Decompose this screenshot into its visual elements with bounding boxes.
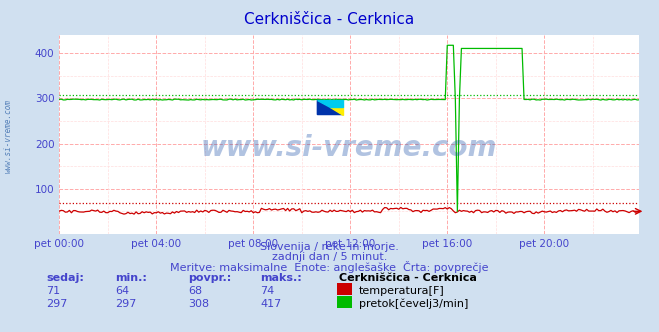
Text: maks.:: maks.: xyxy=(260,273,302,283)
Text: 417: 417 xyxy=(260,299,281,309)
Text: 71: 71 xyxy=(46,286,60,296)
Text: povpr.:: povpr.: xyxy=(188,273,231,283)
Text: pretok[čevelj3/min]: pretok[čevelj3/min] xyxy=(359,298,469,309)
Text: Slovenija / reke in morje.: Slovenija / reke in morje. xyxy=(260,242,399,252)
Text: 297: 297 xyxy=(115,299,136,309)
Text: min.:: min.: xyxy=(115,273,147,283)
Text: zadnji dan / 5 minut.: zadnji dan / 5 minut. xyxy=(272,252,387,262)
Polygon shape xyxy=(330,107,343,115)
Text: 74: 74 xyxy=(260,286,275,296)
Text: Meritve: maksimalne  Enote: anglešaške  Črta: povprečje: Meritve: maksimalne Enote: anglešaške Čr… xyxy=(170,261,489,273)
Text: Cerkniščica - Cerknica: Cerkniščica - Cerknica xyxy=(339,273,477,283)
Polygon shape xyxy=(318,100,343,115)
Text: temperatura[F]: temperatura[F] xyxy=(359,286,445,296)
Text: www.si-vreme.com: www.si-vreme.com xyxy=(3,99,13,173)
Text: 308: 308 xyxy=(188,299,209,309)
Text: 68: 68 xyxy=(188,286,202,296)
Text: 297: 297 xyxy=(46,299,67,309)
Text: www.si-vreme.com: www.si-vreme.com xyxy=(201,134,498,162)
Polygon shape xyxy=(318,100,343,107)
Text: 64: 64 xyxy=(115,286,129,296)
Text: Cerkniščica - Cerknica: Cerkniščica - Cerknica xyxy=(244,12,415,27)
Text: sedaj:: sedaj: xyxy=(46,273,84,283)
